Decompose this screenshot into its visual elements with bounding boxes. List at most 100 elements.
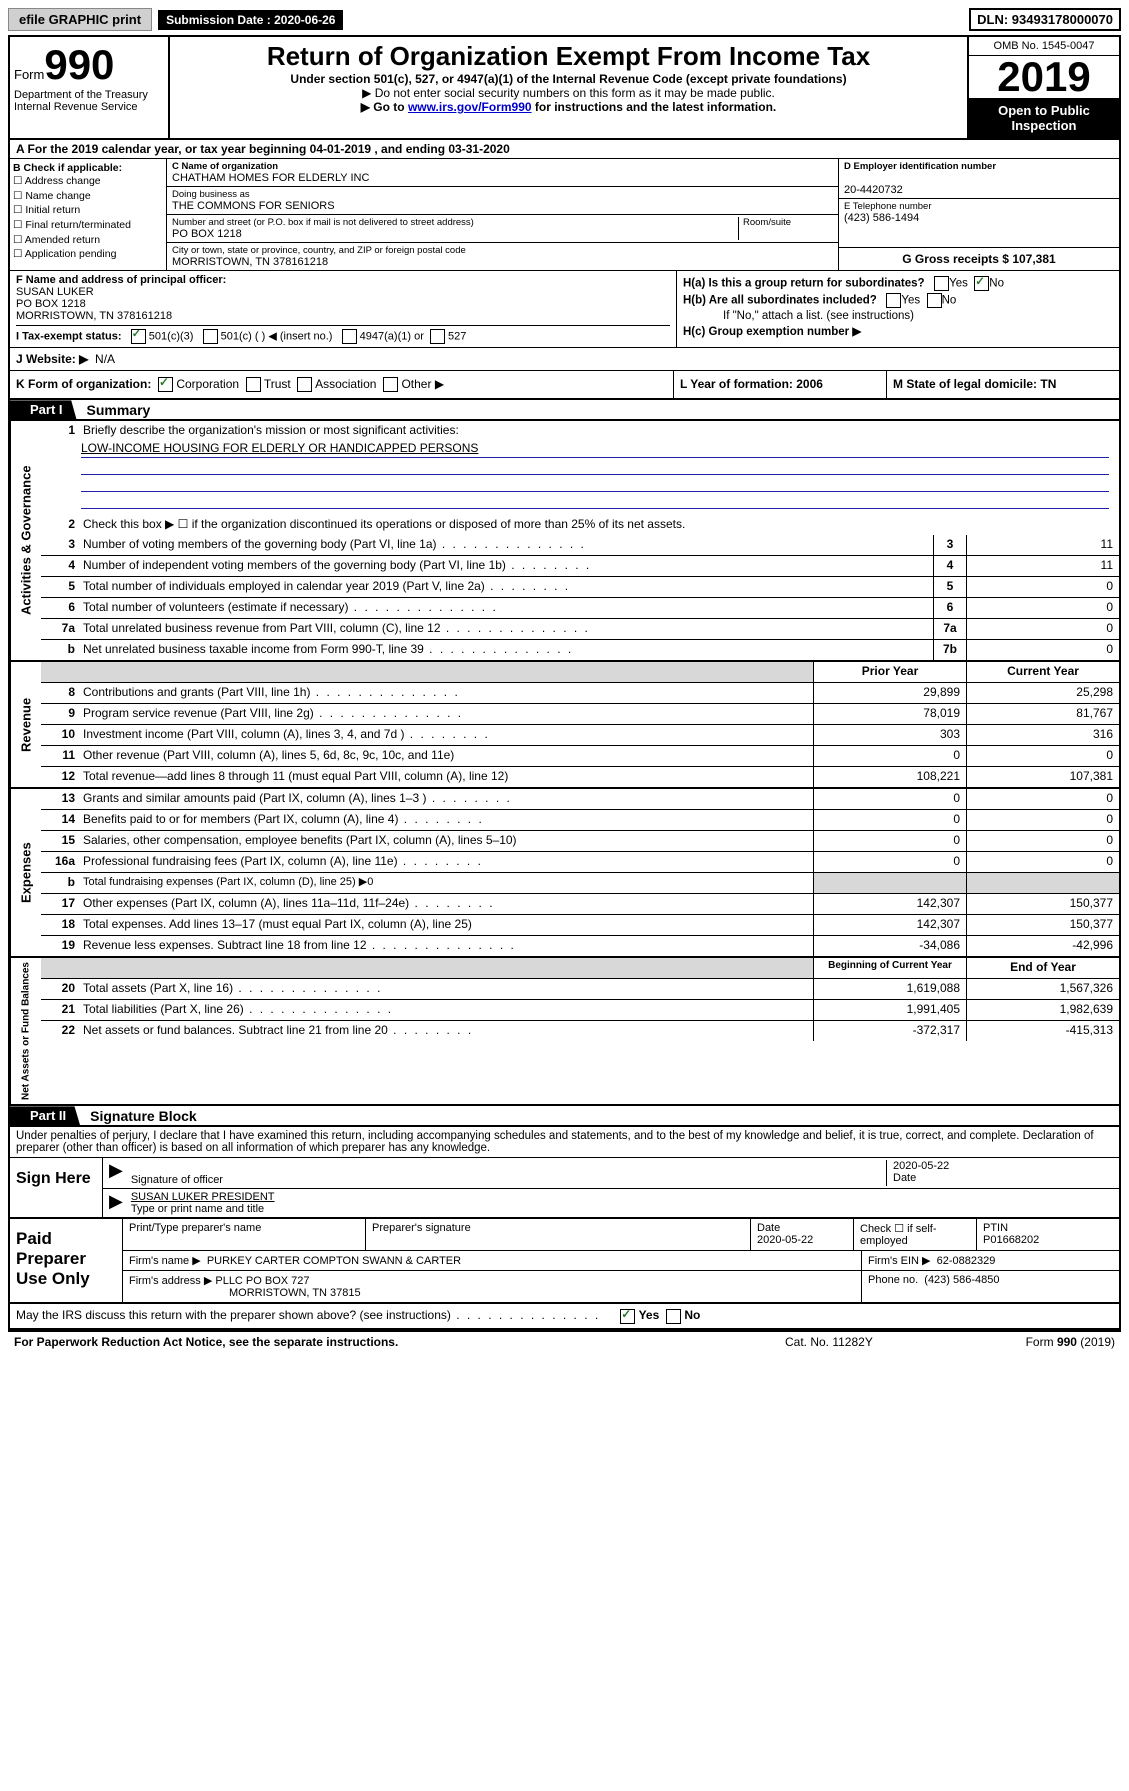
discuss-yes-txt: Yes <box>639 1308 660 1322</box>
l7a-num: 7a <box>41 619 79 639</box>
perjury-text: Under penalties of perjury, I declare th… <box>10 1127 1119 1158</box>
chk-4947[interactable] <box>342 329 357 344</box>
chk-initial-return[interactable]: ☐ Initial return <box>13 203 163 218</box>
chk-application-pending[interactable]: ☐ Application pending <box>13 247 163 262</box>
city-label: City or town, state or province, country… <box>172 245 833 256</box>
l13-prior: 0 <box>813 789 966 809</box>
form-subtitle-2: ▶ Do not enter social security numbers o… <box>176 86 961 100</box>
irs-link[interactable]: www.irs.gov/Form990 <box>408 100 532 114</box>
discuss-no[interactable] <box>666 1309 681 1324</box>
f-name: SUSAN LUKER <box>16 286 670 298</box>
tax-year: 2019 <box>969 56 1119 98</box>
dba-label: Doing business as <box>172 189 833 200</box>
l16b-curr <box>966 873 1119 893</box>
chk-corp[interactable] <box>158 377 173 392</box>
irs-label: Internal Revenue Service <box>14 101 164 113</box>
efile-print-button[interactable]: efile GRAPHIC print <box>8 8 152 31</box>
top-bar: efile GRAPHIC print Submission Date : 20… <box>8 8 1121 31</box>
l10-curr: 316 <box>966 725 1119 745</box>
paid-preparer-label: Paid Preparer Use Only <box>10 1219 123 1302</box>
hb-no[interactable] <box>927 293 942 308</box>
form-number: 990 <box>44 41 114 88</box>
sig-name-value: SUSAN LUKER PRESIDENT <box>131 1191 1113 1203</box>
discuss-yes[interactable] <box>620 1309 635 1324</box>
sig-date-value: 2020-05-22 <box>893 1160 1113 1172</box>
section-governance: Activities & Governance 1 Briefly descri… <box>10 421 1119 662</box>
mission-blank-2 <box>81 475 1109 492</box>
l8-curr: 25,298 <box>966 683 1119 703</box>
col-b-label: B Check if applicable: <box>13 162 163 174</box>
chk-other[interactable] <box>383 377 398 392</box>
l16a-prior: 0 <box>813 852 966 872</box>
mission-text: LOW-INCOME HOUSING FOR ELDERLY OR HANDIC… <box>81 441 1109 458</box>
l16a-curr: 0 <box>966 852 1119 872</box>
side-governance: Activities & Governance <box>10 421 41 660</box>
gross-receipts: G Gross receipts $ 107,381 <box>839 248 1119 270</box>
chk-501c[interactable] <box>203 329 218 344</box>
column-h: H(a) Is this a group return for subordin… <box>676 271 1119 347</box>
ha-no[interactable] <box>974 276 989 291</box>
ha-yes[interactable] <box>934 276 949 291</box>
chk-amended-return[interactable]: ☐ Amended return <box>13 233 163 248</box>
firm-addr-1: PLLC PO BOX 727 <box>215 1275 309 1287</box>
chk-501c3[interactable] <box>131 329 146 344</box>
sig-officer-label: Signature of officer <box>131 1174 886 1186</box>
chk-trust[interactable] <box>246 377 261 392</box>
l16a-desc: Professional fundraising fees (Part IX, … <box>79 852 813 872</box>
l16a-num: 16a <box>41 852 79 872</box>
l11-curr: 0 <box>966 746 1119 766</box>
section-revenue: Revenue Prior Year Current Year 8 Contri… <box>10 662 1119 789</box>
ha-no-txt: No <box>989 278 1004 290</box>
hdr-desc <box>79 662 813 682</box>
l22-num: 22 <box>41 1021 79 1041</box>
form-990-container: Form990 Department of the Treasury Inter… <box>8 35 1121 1332</box>
prep-check-self[interactable]: Check ☐ if self-employed <box>854 1219 977 1250</box>
mission-blank-1 <box>81 458 1109 475</box>
f-street: PO BOX 1218 <box>16 298 670 310</box>
firm-addr-2: MORRISTOWN, TN 37815 <box>129 1287 855 1299</box>
chk-name-change[interactable]: ☐ Name change <box>13 189 163 204</box>
hdr2-num <box>41 958 79 978</box>
form-subtitle-1: Under section 501(c), 527, or 4947(a)(1)… <box>176 72 961 86</box>
hb-label: H(b) Are all subordinates included? <box>683 295 877 307</box>
dln-label: DLN: 93493178000070 <box>969 8 1121 31</box>
l10-num: 10 <box>41 725 79 745</box>
footer: For Paperwork Reduction Act Notice, see … <box>8 1332 1121 1352</box>
firm-phone-value: (423) 586-4850 <box>924 1274 999 1286</box>
l19-prior: -34,086 <box>813 936 966 956</box>
l6-num: 6 <box>41 598 79 618</box>
gross-value: 107,381 <box>1012 252 1055 266</box>
l10-desc: Investment income (Part VIII, column (A)… <box>79 725 813 745</box>
side-net-assets: Net Assets or Fund Balances <box>10 958 41 1104</box>
prep-sig-label: Preparer's signature <box>372 1222 744 1234</box>
chk-assoc[interactable] <box>297 377 312 392</box>
sig-name-label: Type or print name and title <box>131 1203 1113 1215</box>
room-label: Room/suite <box>743 217 833 228</box>
l11-num: 11 <box>41 746 79 766</box>
block-b-c-d-e: B Check if applicable: ☐ Address change … <box>10 159 1119 271</box>
chk-527[interactable] <box>430 329 445 344</box>
l18-desc: Total expenses. Add lines 13–17 (must eq… <box>79 915 813 935</box>
hb-note: If "No," attach a list. (see instruction… <box>683 310 1113 322</box>
part-1-header: Part I Summary <box>10 400 1119 421</box>
hb-yes-txt: Yes <box>901 295 920 307</box>
chk-address-change[interactable]: ☐ Address change <box>13 174 163 189</box>
ha-label: H(a) Is this a group return for subordin… <box>683 278 925 290</box>
sig-arrow-1: ▶ <box>109 1160 131 1186</box>
l18-curr: 150,377 <box>966 915 1119 935</box>
hb-yes[interactable] <box>886 293 901 308</box>
row-j-website: J Website: ▶ N/A <box>10 348 1119 371</box>
side-revenue: Revenue <box>10 662 41 787</box>
l9-prior: 78,019 <box>813 704 966 724</box>
phone-value: (423) 586-1494 <box>844 212 1114 224</box>
txt-other: Other ▶ <box>401 377 444 391</box>
chk-final-return[interactable]: ☐ Final return/terminated <box>13 218 163 233</box>
l6-val: 0 <box>966 598 1119 618</box>
l5-desc: Total number of individuals employed in … <box>79 577 933 597</box>
hc-label: H(c) Group exemption number ▶ <box>683 324 1113 338</box>
hb-no-txt: No <box>942 295 957 307</box>
part-2-title: Signature Block <box>80 1108 197 1124</box>
l4-desc: Number of independent voting members of … <box>79 556 933 576</box>
l5-num: 5 <box>41 577 79 597</box>
l15-desc: Salaries, other compensation, employee b… <box>79 831 813 851</box>
